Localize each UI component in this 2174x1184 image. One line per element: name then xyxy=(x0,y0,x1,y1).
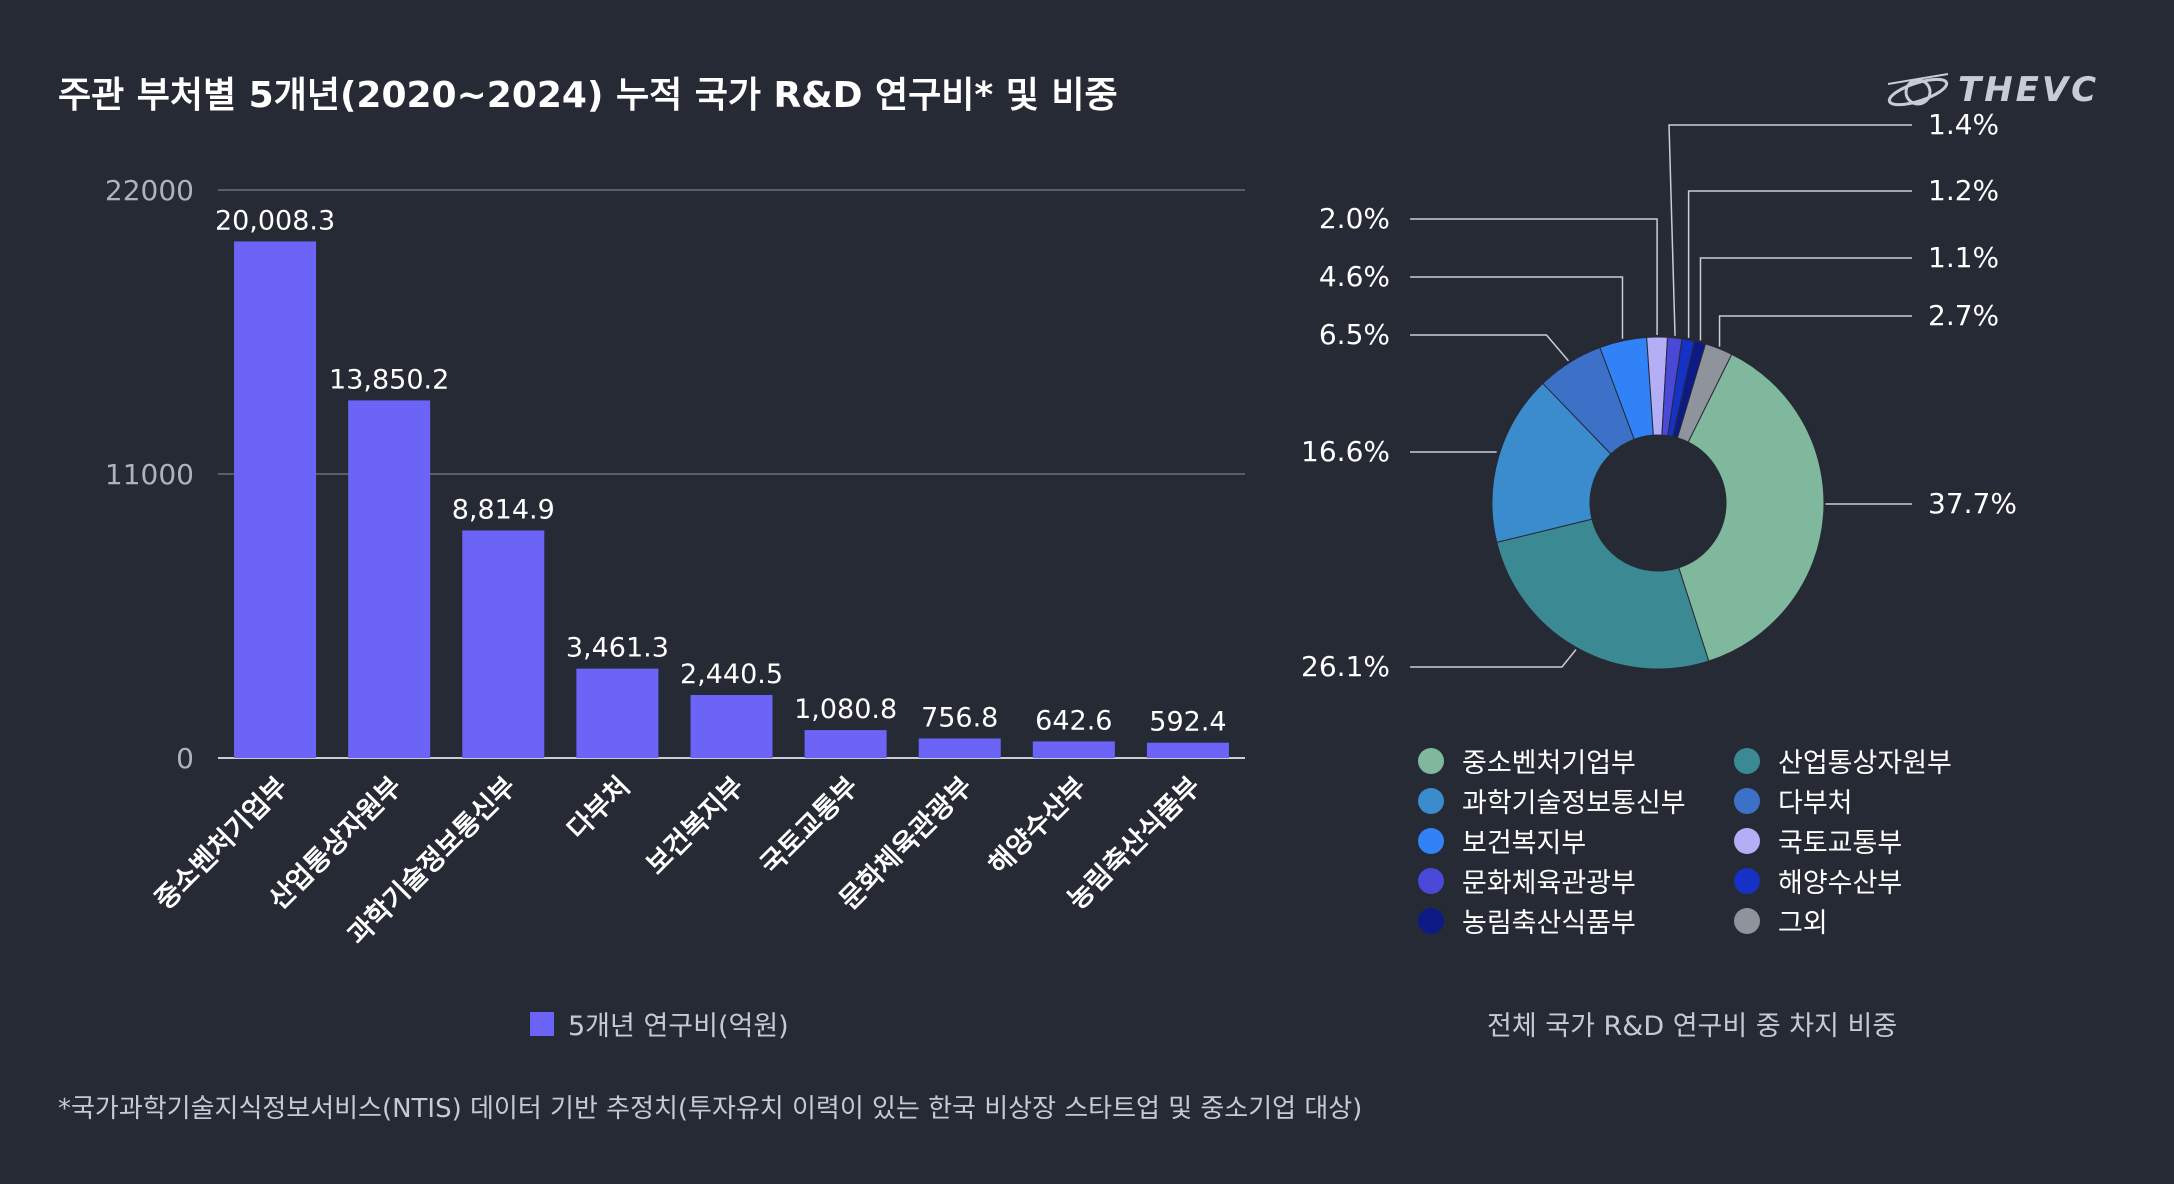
footnote: *국가과학기술지식정보서비스(NTIS) 데이터 기반 추정치(투자유치 이력이… xyxy=(58,1094,1363,1124)
pie-caption: 전체 국가 R&D 연구비 중 차지 비중 xyxy=(1487,1011,1898,1042)
pie-legend-label: 농림축산식품부 xyxy=(1462,908,1636,939)
pie-percent-label: 1.2% xyxy=(1928,174,1999,207)
pie-legend-item: 중소벤처기업부 xyxy=(1418,744,1734,779)
bar-legend-label: 5개년 연구비(억원) xyxy=(568,1011,789,1042)
bar xyxy=(462,530,545,758)
logo-text: THEVC xyxy=(1958,70,2100,110)
pie-percent-label: 1.4% xyxy=(1928,108,1999,141)
x-tick-label: 국토교통부 xyxy=(755,771,865,881)
pie-legend-dot xyxy=(1734,907,1760,934)
pie-leader-line xyxy=(1410,334,1570,362)
pie-legend-dot xyxy=(1734,867,1760,894)
pie-percent-label: 6.5% xyxy=(1319,318,1390,351)
bar-value-label: 592.4 xyxy=(1149,707,1226,738)
pie-legend-dot xyxy=(1418,867,1444,894)
pie-leader-line xyxy=(1410,276,1624,339)
pie-legend-dot xyxy=(1418,787,1444,814)
chart-title: 주관 부처별 5개년(2020~2024) 누적 국가 R&D 연구비* 및 비… xyxy=(58,75,1118,116)
pie-percent-label: 1.1% xyxy=(1928,241,1999,274)
bar-value-label: 13,850.2 xyxy=(329,364,449,395)
pie-legend-dot xyxy=(1734,827,1760,854)
pie-legend-label: 보건복지부 xyxy=(1462,828,1587,859)
pie-percent-label: 37.7% xyxy=(1928,487,2017,520)
bar-value-label: 20,008.3 xyxy=(215,205,335,236)
pie-slice xyxy=(1676,343,1733,443)
bar-legend: 5개년 연구비(억원) xyxy=(530,1004,789,1043)
x-tick-label: 보건복지부 xyxy=(641,771,751,881)
pie-legend-dot xyxy=(1734,787,1760,814)
bar-value-label: 8,814.9 xyxy=(452,494,555,525)
y-tick-label: 11000 xyxy=(105,458,194,491)
pie-legend-item: 국토교통부 xyxy=(1734,824,1978,859)
bar xyxy=(1146,742,1229,758)
pie-legend-item: 해양수산부 xyxy=(1734,864,1978,899)
pie-percent-label: 2.0% xyxy=(1319,202,1390,235)
pie-legend-item: 그외 xyxy=(1734,904,1978,939)
pie-percent-label: 16.6% xyxy=(1301,435,1390,468)
bar xyxy=(348,400,431,758)
pie-legend-label: 과학기술정보통신부 xyxy=(1462,788,1686,819)
bar xyxy=(690,694,773,758)
pie-leader-line xyxy=(1687,190,1912,338)
x-tick-label: 해양수산부 xyxy=(983,771,1093,881)
pie-legend-item: 과학기술정보통신부 xyxy=(1418,784,1734,819)
pie-legend-item: 문화체육관광부 xyxy=(1418,864,1734,899)
pie-legend-dot xyxy=(1418,747,1444,774)
bar-legend-swatch xyxy=(530,1011,554,1036)
pie-percent-label: 4.6% xyxy=(1319,260,1390,293)
pie-leader-line xyxy=(1410,649,1577,668)
pie-legend-item: 농림축산식품부 xyxy=(1418,904,1734,939)
pie-percent-label: 26.1% xyxy=(1301,650,1390,683)
pie-leader-line xyxy=(1410,218,1658,336)
pie-legend-item: 보건복지부 xyxy=(1418,824,1734,859)
bar xyxy=(234,241,317,759)
bar-value-label: 1,080.8 xyxy=(794,694,897,725)
pie-legend-label: 산업통상자원부 xyxy=(1778,748,1952,779)
pie-leader-line xyxy=(1718,315,1912,347)
thevc-logo: THEVC xyxy=(1882,62,2114,122)
pie-slice xyxy=(1496,518,1710,670)
y-tick-label: 0 xyxy=(176,742,194,775)
y-tick-label: 22000 xyxy=(105,174,194,207)
pie-legend-label: 다부처 xyxy=(1778,788,1853,819)
pie-slice xyxy=(1678,353,1825,662)
bar xyxy=(804,730,887,758)
pie-legend-label: 해양수산부 xyxy=(1778,868,1903,899)
pie-legend-dot xyxy=(1734,747,1760,774)
pie-legend-item: 다부처 xyxy=(1734,784,1978,819)
bar xyxy=(918,738,1001,758)
bar xyxy=(576,668,659,758)
pie-leader-line xyxy=(1699,257,1912,341)
bar-value-label: 2,440.5 xyxy=(680,659,783,690)
pie-legend-dot xyxy=(1418,907,1444,934)
pie-legend-label: 국토교통부 xyxy=(1778,828,1903,859)
pie-legend-item: 산업통상자원부 xyxy=(1734,744,1978,779)
pie-legend-dot xyxy=(1418,827,1444,854)
pie-legend-label: 문화체육관광부 xyxy=(1462,868,1636,899)
bar-value-label: 642.6 xyxy=(1035,705,1112,736)
bar-value-label: 756.8 xyxy=(921,702,998,733)
pie-percent-label: 2.7% xyxy=(1928,299,1999,332)
bar-value-label: 3,461.3 xyxy=(566,633,669,664)
x-tick-label: 다부처 xyxy=(562,771,637,846)
orbit-icon xyxy=(1887,73,1949,107)
bar xyxy=(1032,741,1115,758)
pie-legend-label: 그외 xyxy=(1778,908,1828,939)
pie-leader-line xyxy=(1668,124,1912,336)
pie-legend-label: 중소벤처기업부 xyxy=(1462,748,1636,779)
